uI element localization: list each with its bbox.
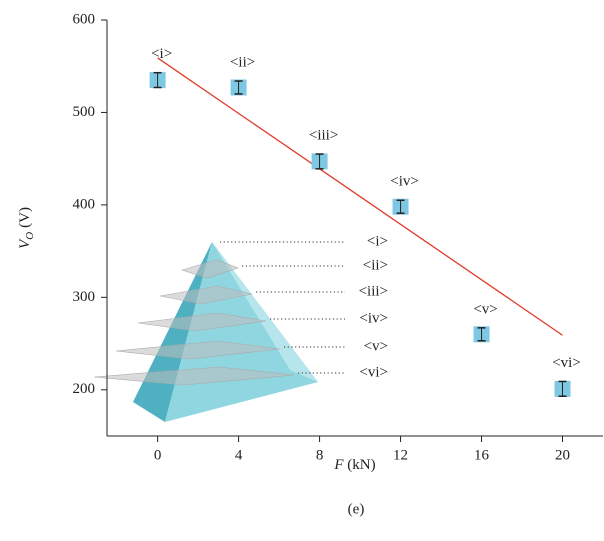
- y-tick-label: 300: [73, 289, 96, 305]
- layer-label: <iii>: [359, 283, 388, 299]
- point-label: <v>: [473, 301, 497, 317]
- layer-label: <ii>: [363, 257, 388, 273]
- fit-line: [157, 57, 563, 336]
- pyramid-illustration: [93, 242, 318, 422]
- y-symbol: V: [17, 238, 33, 249]
- point-label: <iii>: [309, 127, 338, 143]
- point-label: <iv>: [390, 174, 419, 190]
- y-tick-label: 500: [73, 104, 96, 120]
- x-axis-label: F (kN): [333, 457, 375, 473]
- y-unit: (V): [17, 207, 33, 228]
- layer-plate: [115, 340, 281, 360]
- y-tick-label: 200: [73, 381, 96, 397]
- y-tick-label: 400: [73, 196, 96, 212]
- layer-label: <v>: [364, 338, 388, 354]
- x-tick-label: 4: [235, 447, 243, 463]
- layer-label: <vi>: [359, 364, 388, 380]
- x-tick-label: 0: [154, 447, 162, 463]
- x-tick-label: 16: [474, 447, 490, 463]
- point-label: <i>: [151, 46, 172, 62]
- y-tick-label: 600: [73, 11, 96, 27]
- point-label: <vi>: [552, 355, 581, 371]
- point-label: <ii>: [230, 54, 255, 70]
- y-subscript: O: [24, 232, 36, 240]
- x-tick-label: 12: [393, 447, 408, 463]
- x-tick-label: 8: [316, 447, 324, 463]
- layer-plate: [137, 312, 267, 332]
- layer-plate: [93, 366, 295, 386]
- caption: (e): [348, 501, 365, 517]
- x-tick-label: 20: [555, 447, 570, 463]
- x-unit: (kN): [347, 457, 375, 473]
- x-symbol: F: [333, 457, 344, 473]
- layer-plate: [180, 259, 239, 279]
- layer-label: <i>: [367, 233, 388, 249]
- y-axis-label: VO (V): [17, 207, 35, 249]
- layer-plate: [159, 285, 253, 305]
- layer-label: <iv>: [359, 310, 388, 326]
